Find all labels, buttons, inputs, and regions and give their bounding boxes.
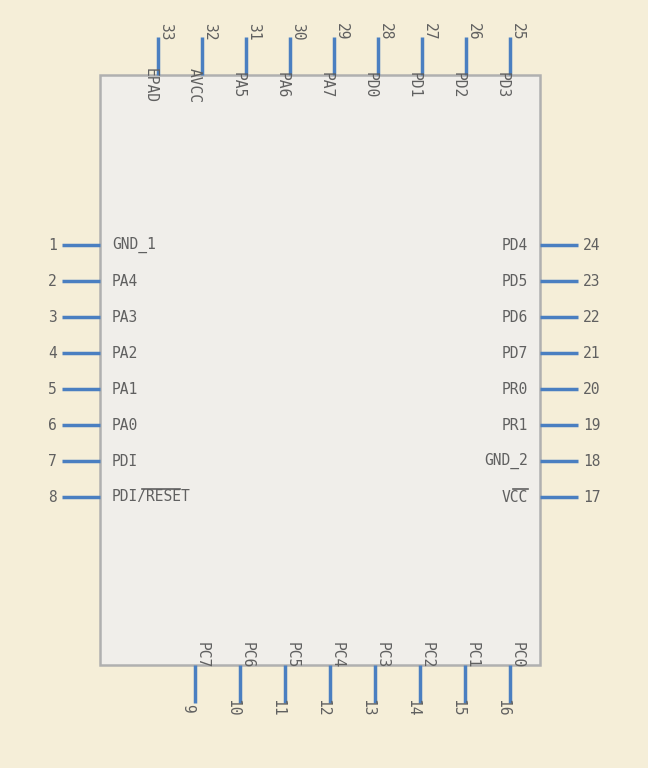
Text: 16: 16 xyxy=(495,699,510,717)
Text: PR1: PR1 xyxy=(502,418,528,432)
Text: PDI/RESET: PDI/RESET xyxy=(112,489,191,505)
Text: 31: 31 xyxy=(246,23,261,41)
Text: PA6: PA6 xyxy=(275,72,290,98)
Text: 4: 4 xyxy=(48,346,57,360)
Text: 15: 15 xyxy=(450,699,465,717)
Text: PC4: PC4 xyxy=(330,642,345,668)
Text: 26: 26 xyxy=(466,23,481,41)
Text: PA1: PA1 xyxy=(112,382,138,396)
Text: PC1: PC1 xyxy=(465,642,480,668)
Text: PA2: PA2 xyxy=(112,346,138,360)
Text: 13: 13 xyxy=(360,699,375,717)
Text: 10: 10 xyxy=(225,699,240,717)
Text: PC3: PC3 xyxy=(375,642,390,668)
Text: 3: 3 xyxy=(48,310,57,325)
Text: 28: 28 xyxy=(378,23,393,41)
Text: 17: 17 xyxy=(583,489,601,505)
Text: 20: 20 xyxy=(583,382,601,396)
Text: PC0: PC0 xyxy=(510,642,525,668)
Text: EPAD: EPAD xyxy=(143,68,158,102)
Text: PC6: PC6 xyxy=(240,642,255,668)
Text: PC2: PC2 xyxy=(420,642,435,668)
Text: 5: 5 xyxy=(48,382,57,396)
Text: GND_2: GND_2 xyxy=(484,453,528,469)
Text: PA4: PA4 xyxy=(112,273,138,289)
Text: 33: 33 xyxy=(158,23,173,41)
Text: 22: 22 xyxy=(583,310,601,325)
Text: 25: 25 xyxy=(510,23,525,41)
Text: 12: 12 xyxy=(315,699,330,717)
Text: PD0: PD0 xyxy=(363,72,378,98)
Text: PDI: PDI xyxy=(112,453,138,468)
Text: PA3: PA3 xyxy=(112,310,138,325)
Text: 9: 9 xyxy=(180,703,195,713)
Text: PD2: PD2 xyxy=(451,72,466,98)
Text: 7: 7 xyxy=(48,453,57,468)
Text: AVCC: AVCC xyxy=(187,68,202,102)
Text: PC7: PC7 xyxy=(195,642,210,668)
Text: PD6: PD6 xyxy=(502,310,528,325)
Text: 19: 19 xyxy=(583,418,601,432)
Text: 6: 6 xyxy=(48,418,57,432)
Text: PD4: PD4 xyxy=(502,237,528,253)
Text: PR0: PR0 xyxy=(502,382,528,396)
Text: 27: 27 xyxy=(422,23,437,41)
Text: 29: 29 xyxy=(334,23,349,41)
Text: 11: 11 xyxy=(270,699,285,717)
Text: PA5: PA5 xyxy=(231,72,246,98)
Text: VCC: VCC xyxy=(502,489,528,505)
Text: 23: 23 xyxy=(583,273,601,289)
Text: PD1: PD1 xyxy=(407,72,422,98)
Text: 14: 14 xyxy=(405,699,420,717)
Bar xyxy=(100,75,540,665)
Text: 2: 2 xyxy=(48,273,57,289)
Text: PA0: PA0 xyxy=(112,418,138,432)
Text: 24: 24 xyxy=(583,237,601,253)
Text: 1: 1 xyxy=(48,237,57,253)
Text: PD7: PD7 xyxy=(502,346,528,360)
Text: PD5: PD5 xyxy=(502,273,528,289)
Text: 21: 21 xyxy=(583,346,601,360)
Text: 32: 32 xyxy=(202,23,217,41)
Text: PA7: PA7 xyxy=(319,72,334,98)
Text: PD3: PD3 xyxy=(495,72,510,98)
Text: GND_1: GND_1 xyxy=(112,237,156,253)
Text: 18: 18 xyxy=(583,453,601,468)
Text: 8: 8 xyxy=(48,489,57,505)
Text: PC5: PC5 xyxy=(285,642,300,668)
Text: 30: 30 xyxy=(290,23,305,41)
